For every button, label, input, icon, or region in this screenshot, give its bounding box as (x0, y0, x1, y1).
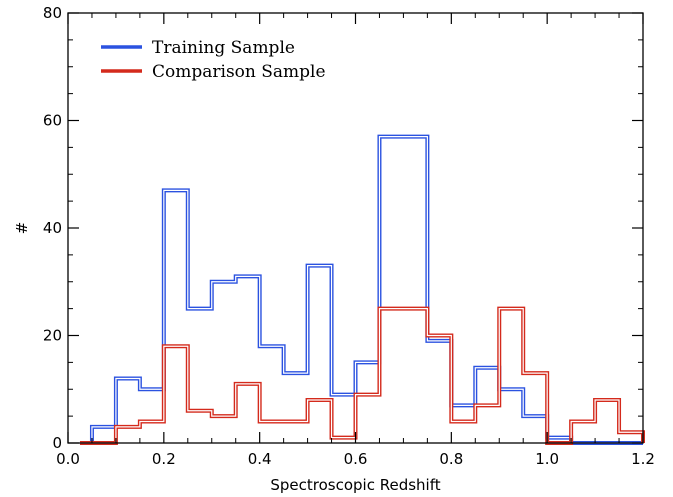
legend-label: Comparison Sample (152, 62, 326, 82)
y-tick-label: 60 (43, 112, 62, 130)
legend: Training Sample Comparison Sample (101, 38, 326, 82)
y-axis-title: # (13, 222, 31, 235)
y-tick-label: 40 (43, 219, 62, 237)
x-tick-label: 0.4 (248, 450, 272, 468)
y-tick-label: 20 (43, 327, 62, 345)
legend-entry: Training Sample (101, 38, 295, 58)
y-tick-label: 80 (43, 4, 62, 22)
x-tick-label: 1.0 (535, 450, 559, 468)
axes: 0.0 0.2 0.4 0.6 0.8 1.0 1.2 0 20 40 60 80 (43, 4, 655, 468)
x-tick-label: 1.2 (631, 450, 655, 468)
legend-entry: Comparison Sample (101, 62, 326, 82)
legend-label: Training Sample (152, 38, 295, 58)
y-tick-label: 0 (52, 434, 62, 452)
x-tick-label: 0.2 (152, 450, 176, 468)
x-axis-title: Spectroscopic Redshift (270, 476, 440, 494)
x-tick-label: 0.8 (439, 450, 463, 468)
plot-marks (79, 134, 645, 445)
x-tick-label: 0.0 (56, 450, 80, 468)
x-tick-label: 0.6 (344, 450, 368, 468)
